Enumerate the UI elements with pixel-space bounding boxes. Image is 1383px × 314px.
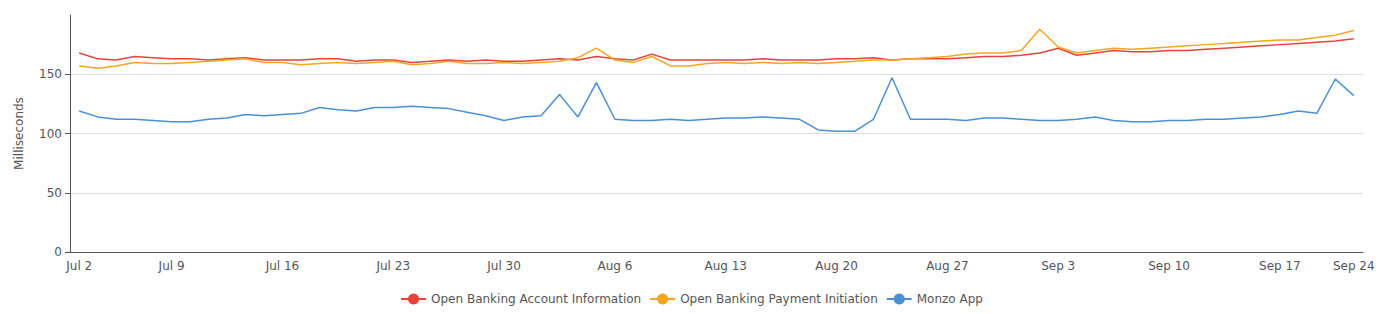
svg-text:150: 150 xyxy=(39,67,62,81)
svg-text:Aug 20: Aug 20 xyxy=(815,259,858,273)
svg-text:Aug 27: Aug 27 xyxy=(926,259,969,273)
svg-text:Sep 3: Sep 3 xyxy=(1041,259,1075,273)
svg-text:Jul 9: Jul 9 xyxy=(158,259,185,273)
svg-text:Sep 17: Sep 17 xyxy=(1259,259,1301,273)
svg-text:Open Banking Payment Initiatio: Open Banking Payment Initiation xyxy=(680,292,878,306)
svg-text:Aug 13: Aug 13 xyxy=(704,259,747,273)
svg-text:Jul 30: Jul 30 xyxy=(486,259,521,273)
svg-text:Jul 16: Jul 16 xyxy=(265,259,300,273)
svg-text:Sep 10: Sep 10 xyxy=(1148,259,1190,273)
svg-text:Monzo App: Monzo App xyxy=(917,292,983,306)
svg-text:0: 0 xyxy=(54,245,62,259)
svg-text:100: 100 xyxy=(39,127,62,141)
svg-text:Jul 2: Jul 2 xyxy=(65,259,92,273)
svg-text:Aug 6: Aug 6 xyxy=(597,259,632,273)
svg-text:Open Banking Account Informati: Open Banking Account Information xyxy=(431,292,641,306)
svg-text:50: 50 xyxy=(47,186,62,200)
svg-text:Jul 23: Jul 23 xyxy=(375,259,410,273)
svg-text:Milliseconds: Milliseconds xyxy=(12,97,26,170)
svg-text:Sep 24: Sep 24 xyxy=(1333,259,1375,273)
